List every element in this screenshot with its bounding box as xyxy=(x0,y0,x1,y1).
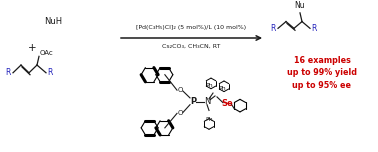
Text: R: R xyxy=(47,68,53,77)
Text: N: N xyxy=(204,97,210,106)
Text: P: P xyxy=(190,97,196,106)
Text: Cs₂CO₃, CH₃CN, RT: Cs₂CO₃, CH₃CN, RT xyxy=(162,44,221,49)
Text: O: O xyxy=(177,110,183,116)
Text: R: R xyxy=(311,24,316,33)
Text: Ph: Ph xyxy=(218,86,226,91)
Text: Se: Se xyxy=(221,99,233,108)
Text: NuH: NuH xyxy=(44,17,62,26)
Text: up to 99% yield: up to 99% yield xyxy=(287,68,357,77)
Text: up to 95% ee: up to 95% ee xyxy=(293,81,352,90)
Text: O: O xyxy=(177,87,183,93)
Text: Nu: Nu xyxy=(295,1,305,10)
Text: Ph: Ph xyxy=(205,117,213,122)
Text: R: R xyxy=(271,24,276,33)
Text: 16 examples: 16 examples xyxy=(294,56,350,65)
Text: +: + xyxy=(28,43,36,53)
Text: R: R xyxy=(5,68,10,77)
Text: Ph: Ph xyxy=(205,83,213,88)
Text: [Pd(C₃H₅)Cl]₂ (5 mol%)/L (10 mol%): [Pd(C₃H₅)Cl]₂ (5 mol%)/L (10 mol%) xyxy=(136,25,246,30)
Text: OAc: OAc xyxy=(40,50,54,56)
